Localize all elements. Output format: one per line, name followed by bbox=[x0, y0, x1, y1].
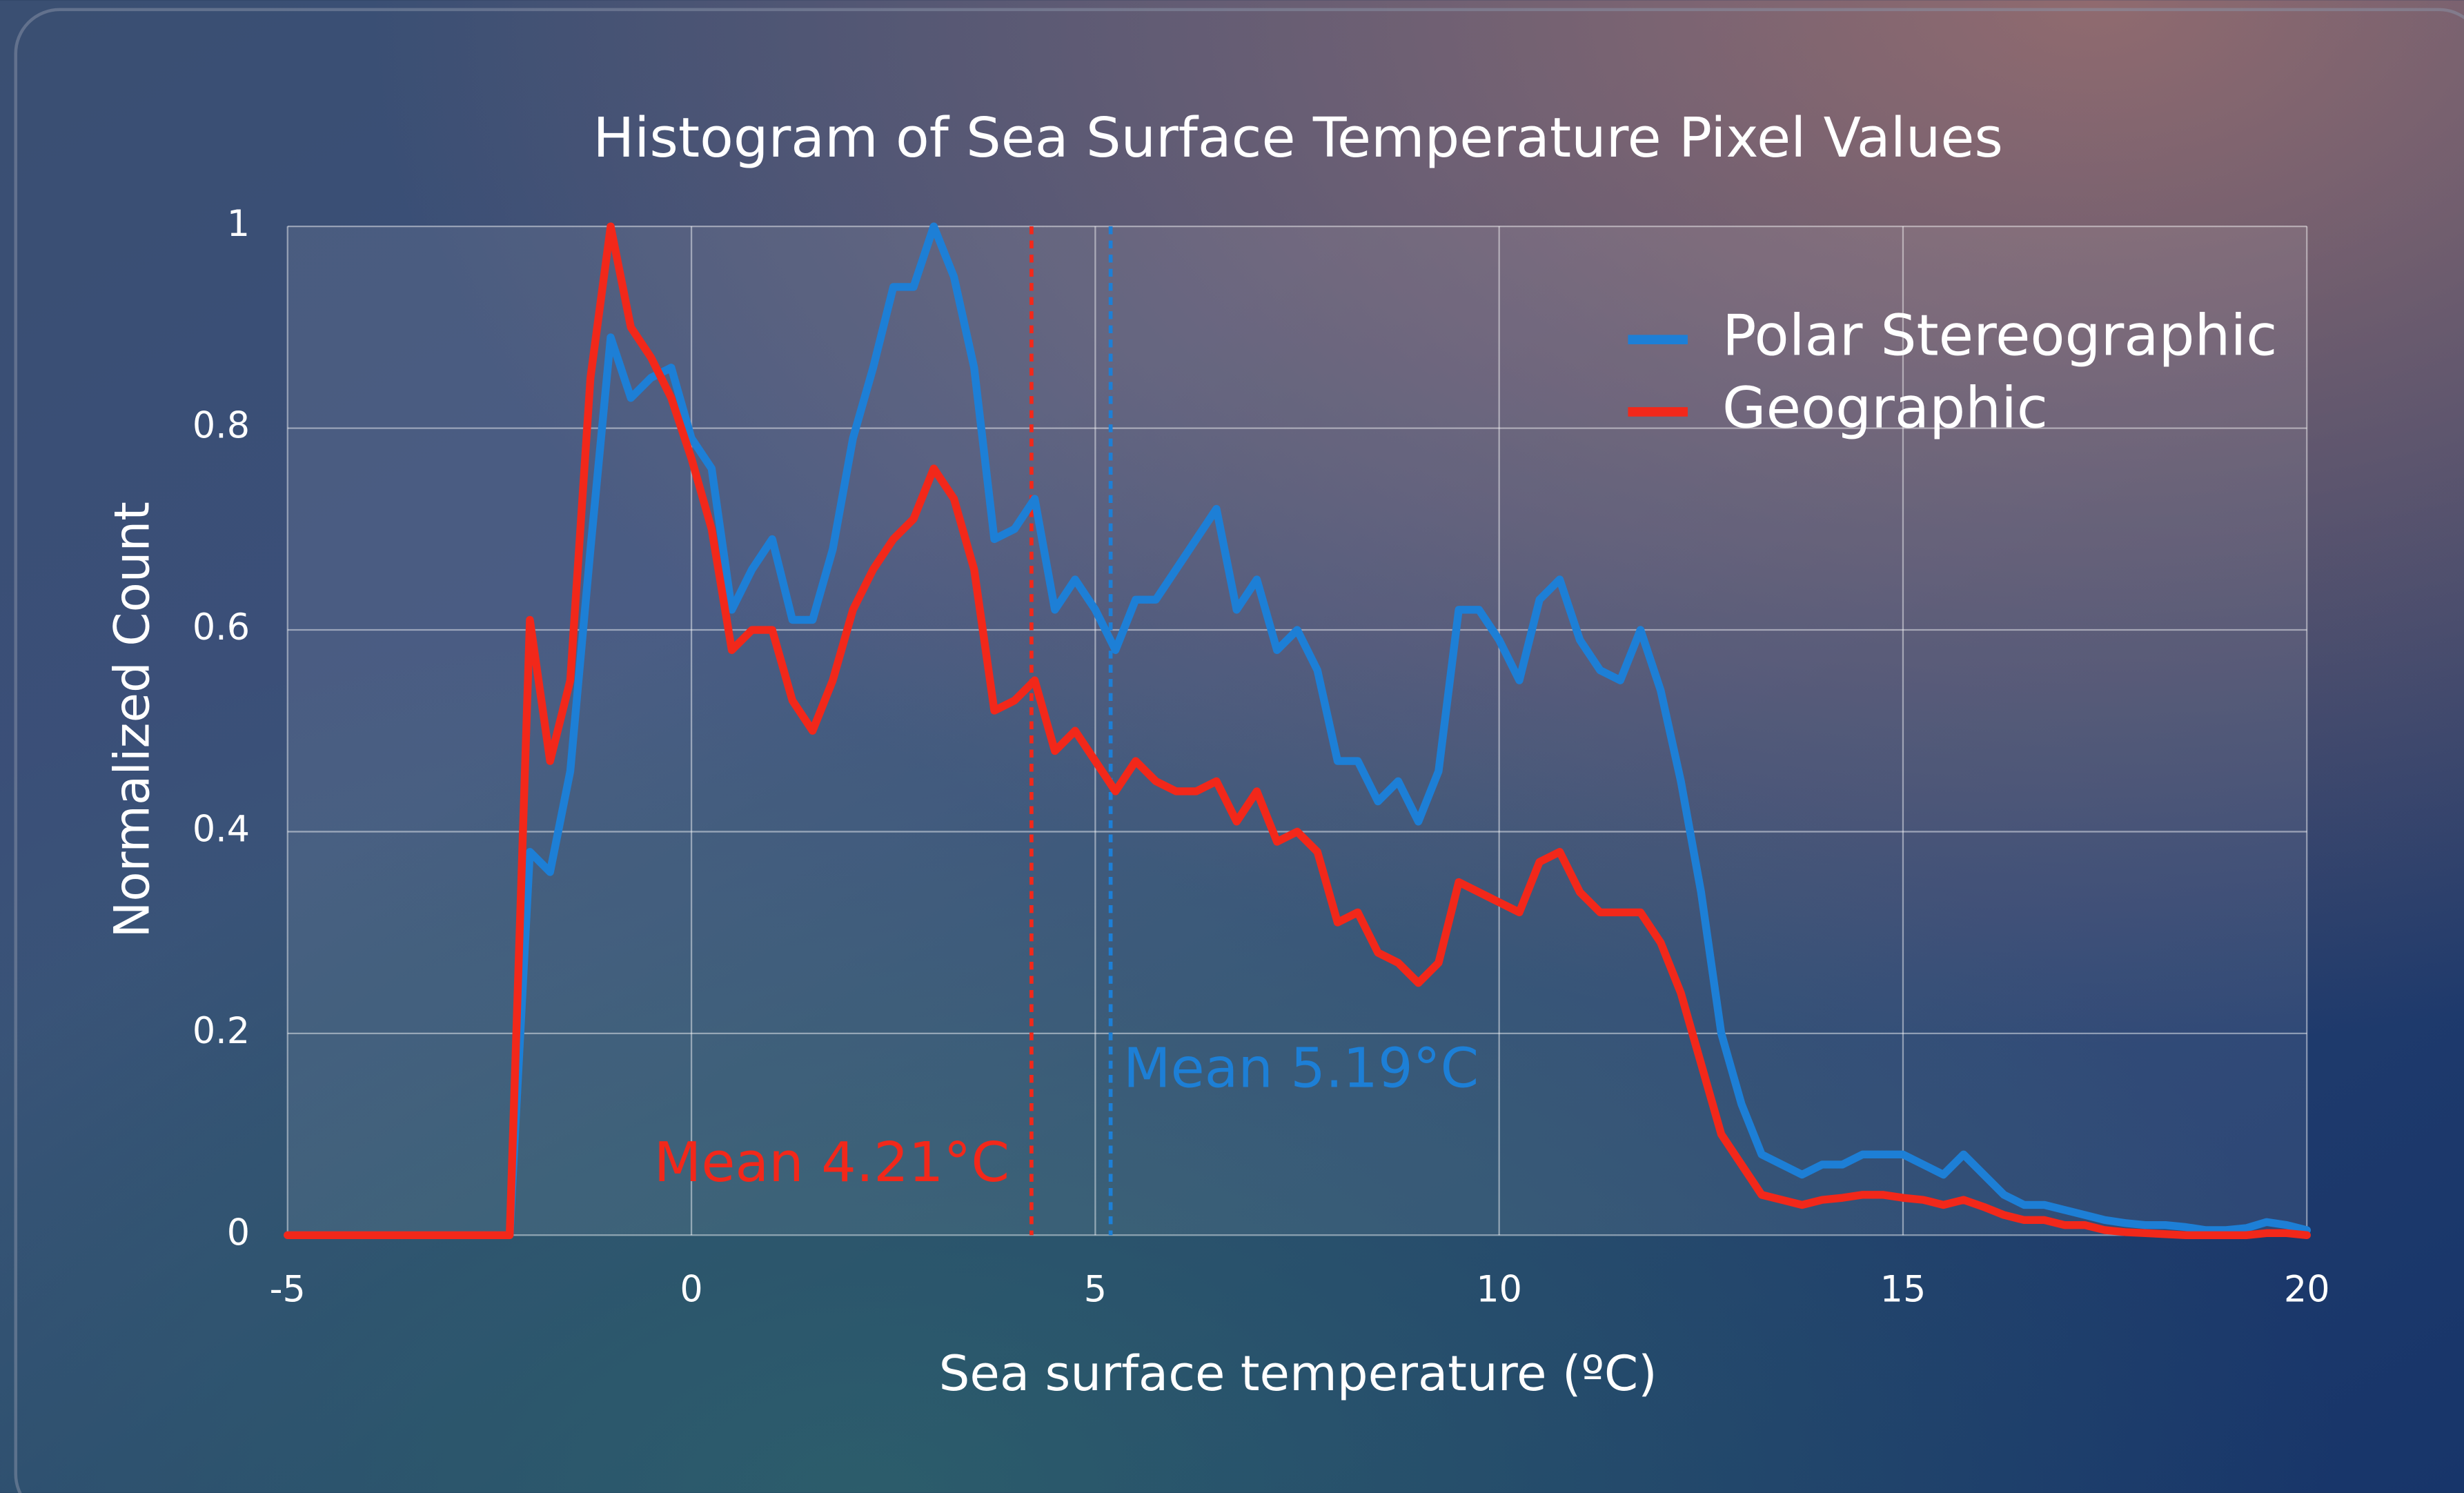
x-tick-label: 0 bbox=[680, 1268, 702, 1310]
y-tick-label: 0.2 bbox=[193, 1010, 250, 1052]
y-tick-label: 0.8 bbox=[193, 405, 250, 447]
mean-annotation: Mean 4.21°C bbox=[654, 1130, 1009, 1194]
y-tick-label: 0 bbox=[227, 1212, 250, 1254]
frame bbox=[14, 8, 2464, 1493]
legend-label: Polar Stereographic bbox=[1722, 304, 2277, 369]
x-tick-label: 15 bbox=[1880, 1268, 1926, 1310]
mean-annotation: Mean 5.19°C bbox=[1123, 1036, 1479, 1100]
y-tick-label: 0.6 bbox=[193, 606, 250, 649]
y-tick-label: 1 bbox=[227, 203, 250, 245]
x-tick-label: 20 bbox=[2284, 1268, 2330, 1310]
series-line bbox=[284, 222, 2311, 1239]
x-tick-label: 5 bbox=[1084, 1268, 1107, 1310]
chart-title: Histogram of Sea Surface Temperature Pix… bbox=[593, 106, 2003, 170]
x-axis-label: Sea surface temperature (ºC) bbox=[939, 1345, 1657, 1402]
x-tick-label: 10 bbox=[1476, 1268, 1522, 1310]
y-tick-label: 0.4 bbox=[193, 808, 250, 850]
y-axis-label: Normalized Count bbox=[103, 502, 160, 938]
series-line bbox=[284, 222, 2311, 1239]
x-tick-label: -5 bbox=[270, 1268, 306, 1310]
legend-label: Geographic bbox=[1722, 375, 2048, 441]
plot-area bbox=[287, 226, 2307, 1236]
